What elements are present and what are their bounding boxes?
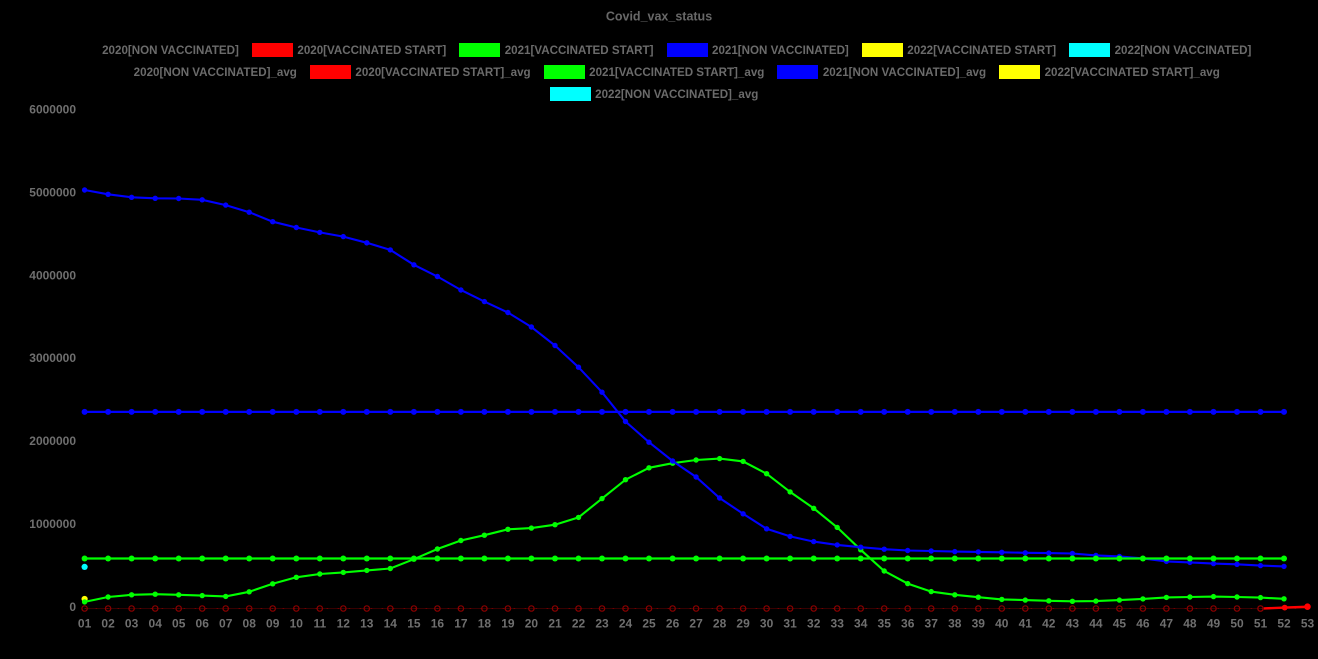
svg-text:3000000: 3000000 xyxy=(29,351,76,365)
svg-text:6000000: 6000000 xyxy=(29,103,76,117)
svg-text:43: 43 xyxy=(1066,617,1080,631)
svg-text:29: 29 xyxy=(736,617,750,631)
svg-text:38: 38 xyxy=(948,617,962,631)
svg-text:0: 0 xyxy=(69,600,76,614)
svg-text:15: 15 xyxy=(407,617,421,631)
svg-text:46: 46 xyxy=(1136,617,1150,631)
svg-text:53: 53 xyxy=(1301,617,1315,631)
svg-text:21: 21 xyxy=(548,617,562,631)
svg-text:11: 11 xyxy=(313,617,326,631)
svg-text:17: 17 xyxy=(454,617,468,631)
svg-text:41: 41 xyxy=(1019,617,1033,631)
svg-text:47: 47 xyxy=(1160,617,1174,631)
svg-text:05: 05 xyxy=(172,617,186,631)
svg-text:28: 28 xyxy=(713,617,727,631)
svg-text:Covid_vax_status: Covid_vax_status xyxy=(606,10,712,24)
svg-text:1000000: 1000000 xyxy=(29,517,76,531)
svg-text:51: 51 xyxy=(1254,617,1268,631)
svg-text:33: 33 xyxy=(831,617,845,631)
svg-text:10: 10 xyxy=(290,617,304,631)
svg-text:14: 14 xyxy=(384,617,398,631)
svg-text:44: 44 xyxy=(1089,617,1103,631)
svg-text:31: 31 xyxy=(783,617,797,631)
svg-text:36: 36 xyxy=(901,617,915,631)
svg-text:48: 48 xyxy=(1183,617,1197,631)
svg-text:07: 07 xyxy=(219,617,233,631)
svg-text:02: 02 xyxy=(101,617,115,631)
svg-text:39: 39 xyxy=(972,617,986,631)
svg-text:19: 19 xyxy=(501,617,515,631)
svg-text:25: 25 xyxy=(642,617,656,631)
svg-text:24: 24 xyxy=(619,617,633,631)
svg-text:40: 40 xyxy=(995,617,1009,631)
svg-text:50: 50 xyxy=(1230,617,1244,631)
svg-text:35: 35 xyxy=(878,617,892,631)
svg-text:4000000: 4000000 xyxy=(29,268,76,282)
svg-text:01: 01 xyxy=(78,617,92,631)
svg-text:34: 34 xyxy=(854,617,868,631)
svg-text:09: 09 xyxy=(266,617,280,631)
svg-text:04: 04 xyxy=(149,617,163,631)
svg-text:30: 30 xyxy=(760,617,774,631)
svg-text:42: 42 xyxy=(1042,617,1056,631)
svg-text:32: 32 xyxy=(807,617,821,631)
svg-text:37: 37 xyxy=(925,617,939,631)
svg-text:22: 22 xyxy=(572,617,586,631)
svg-text:12: 12 xyxy=(337,617,351,631)
svg-text:2000000: 2000000 xyxy=(29,434,76,448)
svg-text:45: 45 xyxy=(1113,617,1127,631)
svg-text:26: 26 xyxy=(666,617,680,631)
svg-text:18: 18 xyxy=(478,617,492,631)
svg-text:49: 49 xyxy=(1207,617,1221,631)
svg-text:13: 13 xyxy=(360,617,374,631)
svg-text:23: 23 xyxy=(595,617,609,631)
svg-text:20: 20 xyxy=(525,617,539,631)
svg-text:5000000: 5000000 xyxy=(29,185,76,199)
svg-text:16: 16 xyxy=(431,617,445,631)
svg-text:52: 52 xyxy=(1277,617,1291,631)
svg-text:08: 08 xyxy=(243,617,257,631)
svg-text:03: 03 xyxy=(125,617,139,631)
svg-text:27: 27 xyxy=(689,617,703,631)
svg-text:06: 06 xyxy=(196,617,210,631)
